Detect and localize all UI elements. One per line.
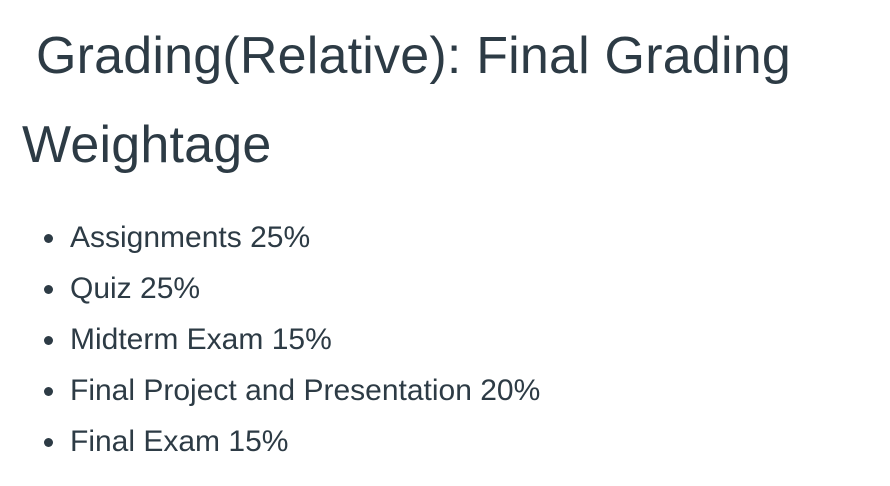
list-item-midterm-exam: Midterm Exam 15% [22, 314, 890, 365]
list-item-text: Assignments 25% [70, 221, 311, 254]
list-item-text: Midterm Exam 15% [70, 323, 332, 356]
bullet-icon [44, 387, 53, 396]
list-item-assignments: Assignments 25% [22, 212, 890, 263]
list-item-quiz: Quiz 25% [22, 263, 890, 314]
list-item-final-exam: Final Exam 15% [22, 416, 890, 467]
bullet-icon [44, 285, 53, 294]
bullet-icon [44, 234, 53, 243]
list-item-text: Quiz 25% [70, 272, 201, 305]
list-item-text: Final Exam 15% [70, 425, 289, 458]
page-title: Grading(Relative): Final Grading Weighta… [22, 27, 791, 174]
bullet-icon [44, 336, 53, 345]
bullet-icon [44, 438, 53, 447]
grading-weightage-list: Assignments 25% Quiz 25% Midterm Exam 15… [22, 212, 890, 467]
list-item-text: Final Project and Presentation 20% [70, 374, 541, 407]
list-item-final-project: Final Project and Presentation 20% [22, 365, 890, 416]
